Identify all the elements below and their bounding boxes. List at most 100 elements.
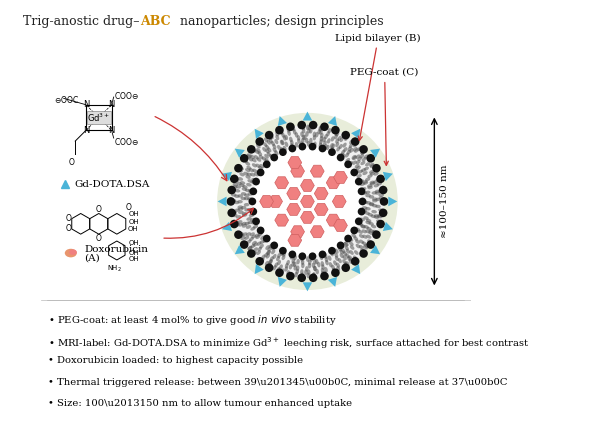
Ellipse shape [247, 153, 252, 158]
Ellipse shape [372, 199, 377, 203]
Ellipse shape [241, 206, 247, 209]
Ellipse shape [242, 187, 247, 191]
Ellipse shape [238, 223, 244, 226]
Ellipse shape [242, 185, 248, 189]
Ellipse shape [69, 249, 77, 255]
Ellipse shape [251, 148, 256, 152]
Text: ≈100–150 nm: ≈100–150 nm [440, 165, 449, 238]
Ellipse shape [362, 209, 367, 213]
Polygon shape [235, 149, 245, 158]
Ellipse shape [280, 147, 284, 152]
Ellipse shape [265, 261, 269, 266]
Polygon shape [235, 245, 245, 254]
Ellipse shape [312, 272, 316, 278]
Ellipse shape [232, 211, 237, 214]
Ellipse shape [355, 239, 360, 244]
Ellipse shape [348, 255, 352, 260]
Ellipse shape [376, 197, 381, 201]
Ellipse shape [248, 246, 253, 250]
Ellipse shape [370, 182, 375, 185]
Ellipse shape [340, 152, 344, 158]
Ellipse shape [313, 135, 316, 140]
Circle shape [309, 121, 317, 129]
Ellipse shape [319, 139, 323, 145]
Text: OH: OH [129, 240, 140, 246]
Ellipse shape [243, 159, 248, 163]
Ellipse shape [265, 245, 270, 250]
Ellipse shape [235, 208, 240, 212]
Text: nanoparticles; design principles: nanoparticles; design principles [176, 15, 384, 28]
Circle shape [286, 272, 295, 281]
Circle shape [358, 208, 365, 216]
Ellipse shape [253, 251, 257, 255]
Ellipse shape [293, 262, 296, 267]
Ellipse shape [266, 250, 271, 255]
Ellipse shape [252, 169, 257, 173]
Ellipse shape [268, 259, 272, 264]
Ellipse shape [245, 162, 250, 166]
Circle shape [359, 249, 368, 258]
Ellipse shape [242, 213, 247, 217]
Text: • Thermal triggered release: between 39\u201345\u00b0C, minimal release at 37\u0: • Thermal triggered release: between 39\… [49, 378, 508, 387]
Ellipse shape [246, 232, 251, 236]
Ellipse shape [362, 200, 368, 204]
Circle shape [372, 230, 381, 239]
Ellipse shape [265, 149, 269, 154]
Ellipse shape [256, 144, 260, 149]
Ellipse shape [348, 161, 353, 165]
Circle shape [328, 148, 336, 156]
Ellipse shape [259, 164, 264, 168]
Ellipse shape [372, 204, 377, 207]
Ellipse shape [356, 174, 362, 178]
Ellipse shape [359, 239, 364, 244]
Ellipse shape [241, 236, 246, 240]
Ellipse shape [330, 147, 334, 152]
Ellipse shape [281, 268, 284, 274]
Text: O: O [96, 234, 102, 243]
Ellipse shape [241, 222, 247, 226]
Ellipse shape [353, 142, 358, 147]
Ellipse shape [349, 250, 354, 255]
Ellipse shape [277, 260, 281, 265]
Ellipse shape [378, 189, 383, 193]
Ellipse shape [313, 266, 317, 271]
Circle shape [355, 217, 362, 225]
Ellipse shape [265, 145, 269, 150]
Ellipse shape [238, 194, 243, 198]
Text: Gd$^{3+}$: Gd$^{3+}$ [87, 111, 110, 124]
Circle shape [252, 217, 260, 225]
Ellipse shape [217, 113, 398, 290]
Circle shape [344, 235, 352, 242]
Ellipse shape [245, 175, 251, 179]
Ellipse shape [370, 171, 375, 175]
Ellipse shape [301, 263, 305, 268]
Ellipse shape [245, 168, 250, 172]
Ellipse shape [344, 136, 348, 141]
Circle shape [250, 187, 257, 195]
Ellipse shape [367, 184, 373, 188]
Ellipse shape [326, 131, 330, 136]
Circle shape [275, 126, 284, 135]
Polygon shape [383, 172, 393, 181]
Ellipse shape [292, 258, 295, 263]
Ellipse shape [237, 200, 243, 204]
Ellipse shape [240, 181, 245, 185]
Ellipse shape [239, 234, 244, 238]
Ellipse shape [334, 252, 338, 258]
Ellipse shape [340, 253, 344, 258]
Ellipse shape [259, 244, 264, 249]
Ellipse shape [373, 230, 377, 234]
Ellipse shape [272, 265, 277, 270]
Ellipse shape [230, 200, 236, 203]
Ellipse shape [331, 136, 335, 142]
Ellipse shape [367, 227, 372, 231]
Ellipse shape [368, 231, 373, 235]
Text: ABC: ABC [140, 15, 170, 28]
Ellipse shape [362, 171, 368, 175]
Ellipse shape [324, 134, 328, 139]
Circle shape [328, 247, 336, 255]
Ellipse shape [349, 237, 353, 242]
Ellipse shape [374, 214, 379, 218]
Ellipse shape [280, 140, 284, 145]
Ellipse shape [325, 260, 329, 265]
